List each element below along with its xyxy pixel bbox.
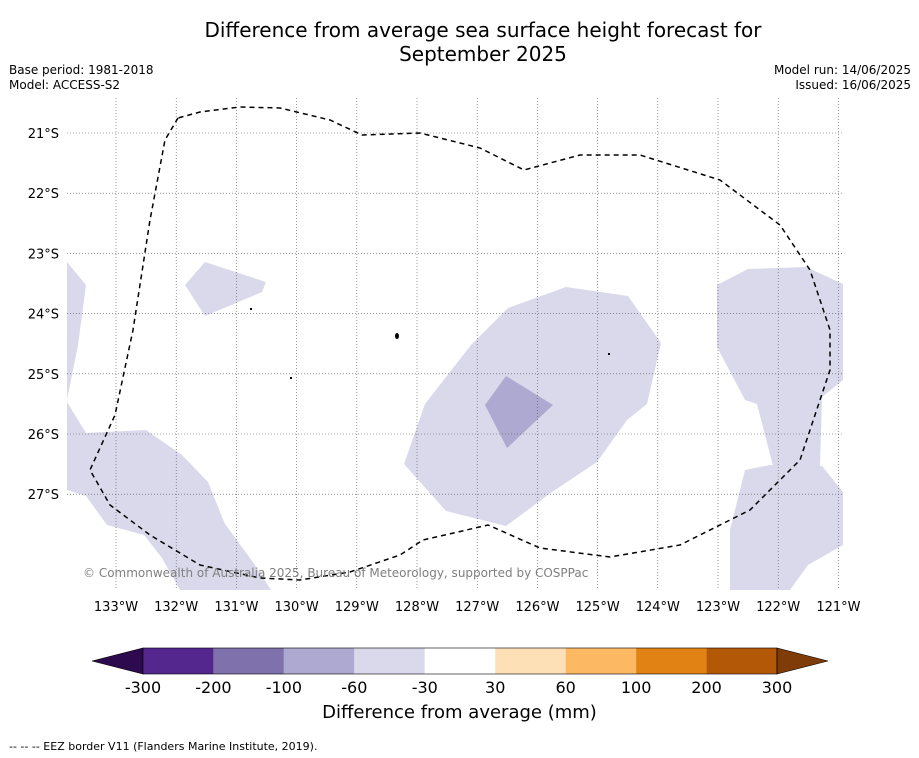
colorbar-tick-label: -300 — [124, 678, 162, 697]
longitude-label: 122°W — [756, 600, 800, 615]
colorbar-tick-label: -60 — [341, 678, 368, 697]
island-marker — [608, 353, 610, 355]
longitude-label: 129°W — [335, 600, 379, 615]
chart-title: Difference from average sea surface heig… — [0, 18, 919, 66]
longitude-label: 121°W — [816, 600, 860, 615]
latitude-label: 22°S — [28, 187, 59, 202]
colorbar-swatch — [636, 648, 707, 674]
anomaly-fill-light — [67, 262, 843, 590]
colorbar-tick-label: 300 — [761, 678, 793, 697]
colorbar-extend-high — [776, 647, 829, 675]
anomaly-region-southwest — [67, 402, 271, 590]
colorbar-swatch — [143, 648, 214, 674]
island-marker — [395, 333, 399, 339]
latitude-label: 25°S — [28, 368, 59, 383]
longitude-label: 127°W — [455, 600, 499, 615]
colorbar-tick-label: -30 — [411, 678, 438, 697]
eez-border — [89, 106, 831, 581]
meta-left: Base period: 1981-2018 Model: ACCESS-S2 — [9, 63, 154, 93]
latitude-label: 21°S — [28, 127, 59, 142]
anomaly-region-west-strip — [67, 262, 86, 400]
footnote: -- -- -- EEZ border V11 (Flanders Marine… — [9, 740, 318, 753]
colorbar-swatch — [565, 648, 637, 674]
latitude-label: 23°S — [28, 247, 59, 262]
island-markers — [250, 308, 610, 379]
colorbar-extend-low — [91, 647, 144, 675]
longitude-label: 131°W — [214, 600, 258, 615]
longitude-label: 123°W — [696, 600, 740, 615]
longitude-label: 124°W — [636, 600, 680, 615]
longitude-label: 126°W — [515, 600, 559, 615]
longitude-label: 132°W — [154, 600, 198, 615]
colorbar-swatch — [424, 648, 496, 674]
colorbar-swatch — [283, 648, 355, 674]
model-run: Model run: 14/06/2025 — [773, 63, 911, 77]
colorbar-tick-label: -100 — [265, 678, 303, 697]
longitude-label: 128°W — [395, 600, 439, 615]
colorbar-swatch — [213, 648, 284, 674]
longitude-labels: 133°W 132°W 131°W 130°W 129°W 128°W 127°W 126°W… — [94, 600, 861, 615]
colorbar-swatch — [354, 648, 425, 674]
island-marker — [290, 377, 292, 379]
colorbar-swatches — [91, 647, 829, 675]
longitude-label: 130°W — [275, 600, 319, 615]
colorbar-tick-label: 30 — [485, 678, 506, 697]
colorbar-tick-label: 100 — [620, 678, 652, 697]
anomaly-region-east-lower — [730, 465, 843, 590]
anomaly-region-northwest-patch — [185, 262, 266, 316]
copyright-notice: © Commonwealth of Australia 2025, Bureau… — [83, 566, 588, 580]
colorbar-tick-label: 60 — [555, 678, 576, 697]
map-area: © Commonwealth of Australia 2025, Bureau… — [67, 98, 843, 590]
longitude-label: 125°W — [576, 600, 620, 615]
meta-right: Model run: 14/06/2025 Issued: 16/06/2025 — [774, 63, 911, 93]
anomaly-region-east-upper — [717, 267, 843, 466]
colorbar-tick-label: -200 — [195, 678, 232, 697]
colorbar-outline — [142, 647, 778, 675]
colorbar-swatch — [495, 648, 566, 674]
latitude-labels: 21°S 22°S 23°S 24°S 25°S 26°S 27°S — [28, 127, 59, 503]
longitude-label: 133°W — [94, 600, 138, 615]
issued-date: Issued: 16/06/2025 — [795, 78, 911, 92]
anomaly-region-core — [485, 376, 553, 448]
title-line-2: September 2025 — [399, 42, 567, 66]
title-line-1: Difference from average sea surface heig… — [204, 18, 762, 42]
colorbar-tick-label: 200 — [691, 678, 722, 697]
colorbar — [91, 647, 829, 675]
model-name: Model: ACCESS-S2 — [9, 78, 121, 92]
base-period: Base period: 1981-2018 — [9, 63, 154, 77]
colorbar-swatch — [706, 648, 777, 674]
latitude-label: 24°S — [28, 308, 59, 323]
graticule — [67, 98, 843, 590]
map-canvas: © Commonwealth of Australia 2025, Bureau… — [28, 98, 861, 615]
latitude-label: 26°S — [28, 428, 59, 443]
island-marker — [250, 308, 252, 310]
latitude-label: 27°S — [28, 488, 59, 503]
colorbar-title: Difference from average (mm) — [322, 702, 597, 723]
